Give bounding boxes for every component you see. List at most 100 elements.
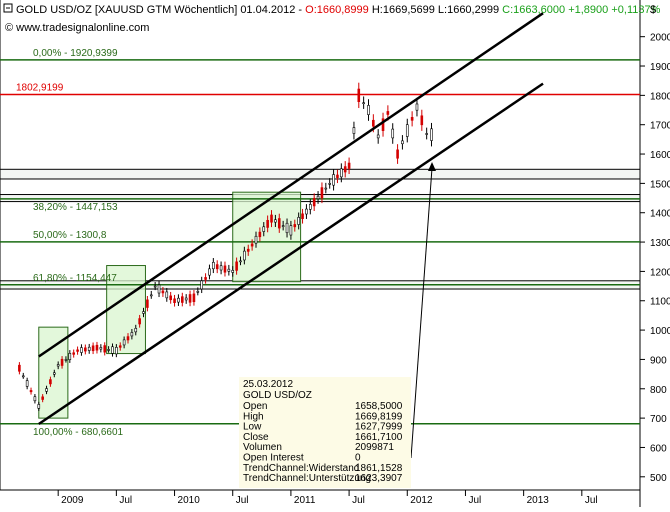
candle-body (281, 225, 285, 227)
y-tick-label: 600 (650, 443, 667, 454)
tooltip-row-label: Close (243, 432, 269, 443)
fibonacci-label: 0,00% - 1920,9399 (33, 48, 118, 59)
candle-body (130, 332, 134, 337)
tooltip-row-value: 0 (355, 453, 361, 464)
candle-body (401, 140, 404, 145)
candle-body (231, 270, 235, 273)
header-high: H:1669,5699 (372, 4, 435, 16)
y-tick-label: 1100 (650, 297, 670, 308)
candle-body (250, 243, 254, 247)
candle-body (289, 225, 293, 236)
candle-body (396, 149, 399, 159)
candle-body (126, 336, 130, 341)
candle-body (146, 299, 149, 308)
candle-body (177, 297, 180, 303)
candle-body (196, 291, 200, 293)
y-tick-label: 1500 (650, 179, 670, 190)
candle-body (270, 214, 273, 223)
x-tick-label: 2011 (294, 495, 316, 506)
candle-body (18, 364, 21, 372)
candle-body (21, 375, 25, 378)
candle-body (188, 294, 192, 303)
consolidation-box (38, 326, 69, 419)
x-tick-label: 2013 (527, 495, 550, 506)
candle-body (184, 297, 188, 301)
candle-body (347, 162, 351, 169)
tooltip-row-value: 1623,3907 (355, 473, 403, 484)
candle-body (235, 261, 238, 271)
candle-body (391, 128, 395, 139)
x-tick-label: Jul (468, 495, 481, 506)
candle-body (262, 226, 266, 232)
candle-body (84, 347, 87, 352)
y-tick-label: 800 (650, 385, 667, 396)
tooltip-row-label: High (243, 411, 264, 422)
candle-body (405, 124, 409, 137)
candle-body (53, 372, 56, 375)
candle-body (430, 128, 433, 141)
tooltip-row-value: 1658,5000 (355, 401, 403, 412)
candle-body (95, 344, 99, 351)
candle-body (372, 119, 375, 127)
candle-body (80, 347, 83, 353)
tooltip-name: GOLD USD/OZ (243, 390, 312, 401)
candle-body (149, 294, 153, 297)
tooltip-row-label: Low (243, 422, 262, 433)
y-tick-label: 900 (650, 355, 667, 366)
candle-body (118, 345, 122, 348)
candle-body (415, 103, 419, 111)
candle-body (340, 168, 343, 178)
candle-body (309, 204, 312, 210)
candle-body (103, 345, 107, 353)
candle-body (68, 352, 72, 361)
candle-body (181, 296, 184, 303)
x-tick-label: Jul (585, 495, 598, 506)
y-tick-label: 2000 (650, 33, 670, 44)
candle-body (138, 318, 141, 325)
candle-body (122, 339, 126, 346)
tooltip-background (239, 377, 411, 488)
candle-body (277, 218, 281, 229)
header-low: L:1660,2999 (438, 4, 499, 16)
y-tick-label: 1300 (650, 238, 670, 249)
resistance-label: 1802,9199 (16, 83, 64, 94)
y-tick-label: 1000 (650, 326, 670, 337)
x-axis: 2009 Jul 2010 Jul 2011 Jul 2012 Jul 2013 Jul (57, 490, 598, 506)
candle-body (192, 293, 196, 303)
x-tick-label: Jul (236, 495, 249, 506)
candle-body (301, 213, 304, 219)
tooltip-row-value: 2099871 (355, 442, 394, 453)
x-tick-label: 2009 (61, 495, 84, 506)
candle-body (312, 198, 316, 207)
y-tick-label: 1400 (650, 209, 670, 220)
fibonacci-label: 38,20% - 1447,153 (33, 202, 118, 213)
candle-body (328, 183, 331, 185)
website-credit: © www.tradesignalonline.com (5, 22, 149, 34)
candle-body (293, 224, 297, 228)
candle-body (258, 231, 262, 238)
header-close: C:1663,6000 (502, 4, 565, 16)
tooltip-rows: Open 1658,5000 High 1669,8199 Low 1627,7999 Cl… (243, 401, 403, 484)
candle-body (72, 352, 75, 355)
tooltip-row-label: Open Interest (243, 453, 304, 464)
tooltip-row-value: 1627,7999 (355, 422, 403, 433)
y-tick-label: 1700 (650, 121, 670, 132)
tooltip-row-label: TrendChannel:Unterstützung (243, 473, 371, 484)
candle-body (243, 250, 246, 261)
candle-body (165, 291, 169, 299)
tooltip-pointer-line (410, 167, 433, 459)
candle-body (142, 311, 145, 314)
candle-body (37, 404, 41, 409)
candle-body (161, 290, 165, 294)
candle-body (157, 284, 161, 294)
candle-body (204, 277, 207, 280)
header-change: +1,8900 (568, 4, 608, 16)
y-axis: 500 600 700 800 900 1000 1100 1200 1300 1400 1500 1… (640, 33, 670, 484)
candle-body (386, 111, 390, 115)
fibonacci-label: 61,80% - 1154,447 (33, 273, 117, 284)
tooltip-row-value: 1669,8199 (355, 411, 403, 422)
candle-body (99, 347, 103, 350)
candle-body (87, 346, 91, 351)
channel-lower-line (38, 82, 544, 426)
